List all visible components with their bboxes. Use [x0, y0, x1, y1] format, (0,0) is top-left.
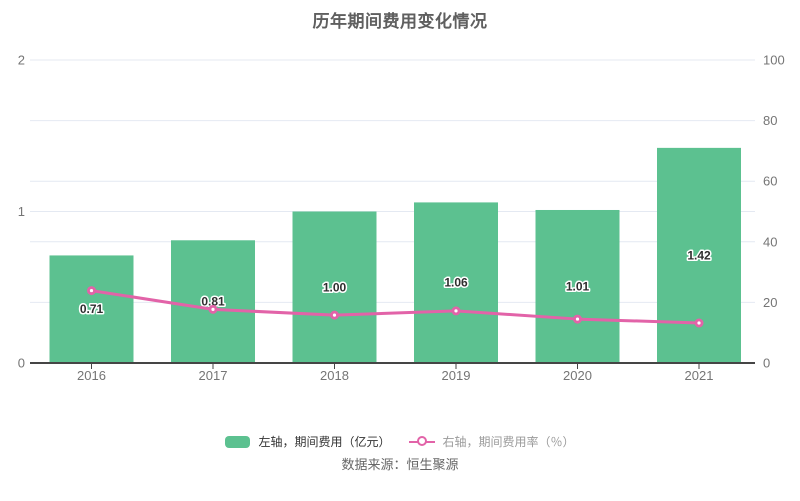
- rate-point-core-2021: [697, 321, 701, 325]
- x-axis-label-2017: 2017: [199, 368, 228, 383]
- x-axis-label-2019: 2019: [442, 368, 471, 383]
- legend: 左轴，期间费用（亿元） 右轴，期间费用率（％）: [0, 433, 800, 450]
- right-axis-label-20: 20: [763, 295, 777, 310]
- legend-item-line[interactable]: 右轴，期间费用率（％）: [408, 433, 575, 450]
- legend-line-label: 右轴，期间费用率（％）: [442, 435, 575, 449]
- legend-bar-label: 左轴，期间费用（亿元）: [258, 435, 391, 449]
- bar-value-label-2021: 1.42: [687, 248, 711, 262]
- rate-line: [90, 289, 701, 325]
- bar-2019[interactable]: [414, 202, 498, 363]
- bar-2016[interactable]: [49, 255, 134, 363]
- bar-value-label-2018: 1.00: [323, 280, 347, 294]
- bar-value-label-2016: 0.71: [80, 302, 104, 316]
- left-axis-label-2: 2: [18, 53, 25, 68]
- bar-2017[interactable]: [171, 240, 255, 363]
- left-axis-label-1: 1: [18, 204, 25, 219]
- expense-chart: 0.71 0.81 1.00 1.06 1.01 1.42 2016 2017 2018 2019…: [18, 53, 785, 384]
- right-axis-label-60: 60: [763, 174, 777, 189]
- right-axis-label-40: 40: [763, 234, 777, 249]
- x-axis-label-2018: 2018: [320, 368, 349, 383]
- bar-value-label-2017: 0.81: [201, 295, 225, 309]
- rate-point-core-2018: [332, 313, 337, 317]
- rate-point-core-2016: [89, 288, 94, 293]
- line-marker-ring: [416, 435, 427, 446]
- right-axis-label-100: 100: [763, 53, 785, 68]
- line-series-marker-icon: [408, 435, 435, 448]
- bar-2020[interactable]: [535, 209, 620, 363]
- bar-series-swatch-icon: [225, 435, 251, 448]
- x-axis-label-2016: 2016: [77, 368, 106, 383]
- chart-title: 历年期间费用变化情况: [312, 12, 488, 31]
- data-source: 数据来源：恒生聚源: [341, 457, 459, 472]
- x-axis-label-2020: 2020: [563, 368, 592, 383]
- bar-2018[interactable]: [292, 211, 377, 364]
- x-axis-label-2021: 2021: [685, 368, 714, 383]
- right-axis-label-80: 80: [763, 113, 777, 128]
- rate-point-core-2017: [211, 307, 215, 311]
- right-axis-label-0: 0: [763, 356, 770, 371]
- bar-value-label-2020: 1.01: [566, 279, 590, 293]
- rate-point-core-2019: [454, 309, 458, 313]
- left-axis-label-0: 0: [18, 356, 25, 371]
- bar-value-label-2019: 1.06: [444, 276, 468, 290]
- rate-point-core-2020: [575, 317, 580, 321]
- legend-item-bar[interactable]: 左轴，期间费用（亿元）: [225, 433, 391, 450]
